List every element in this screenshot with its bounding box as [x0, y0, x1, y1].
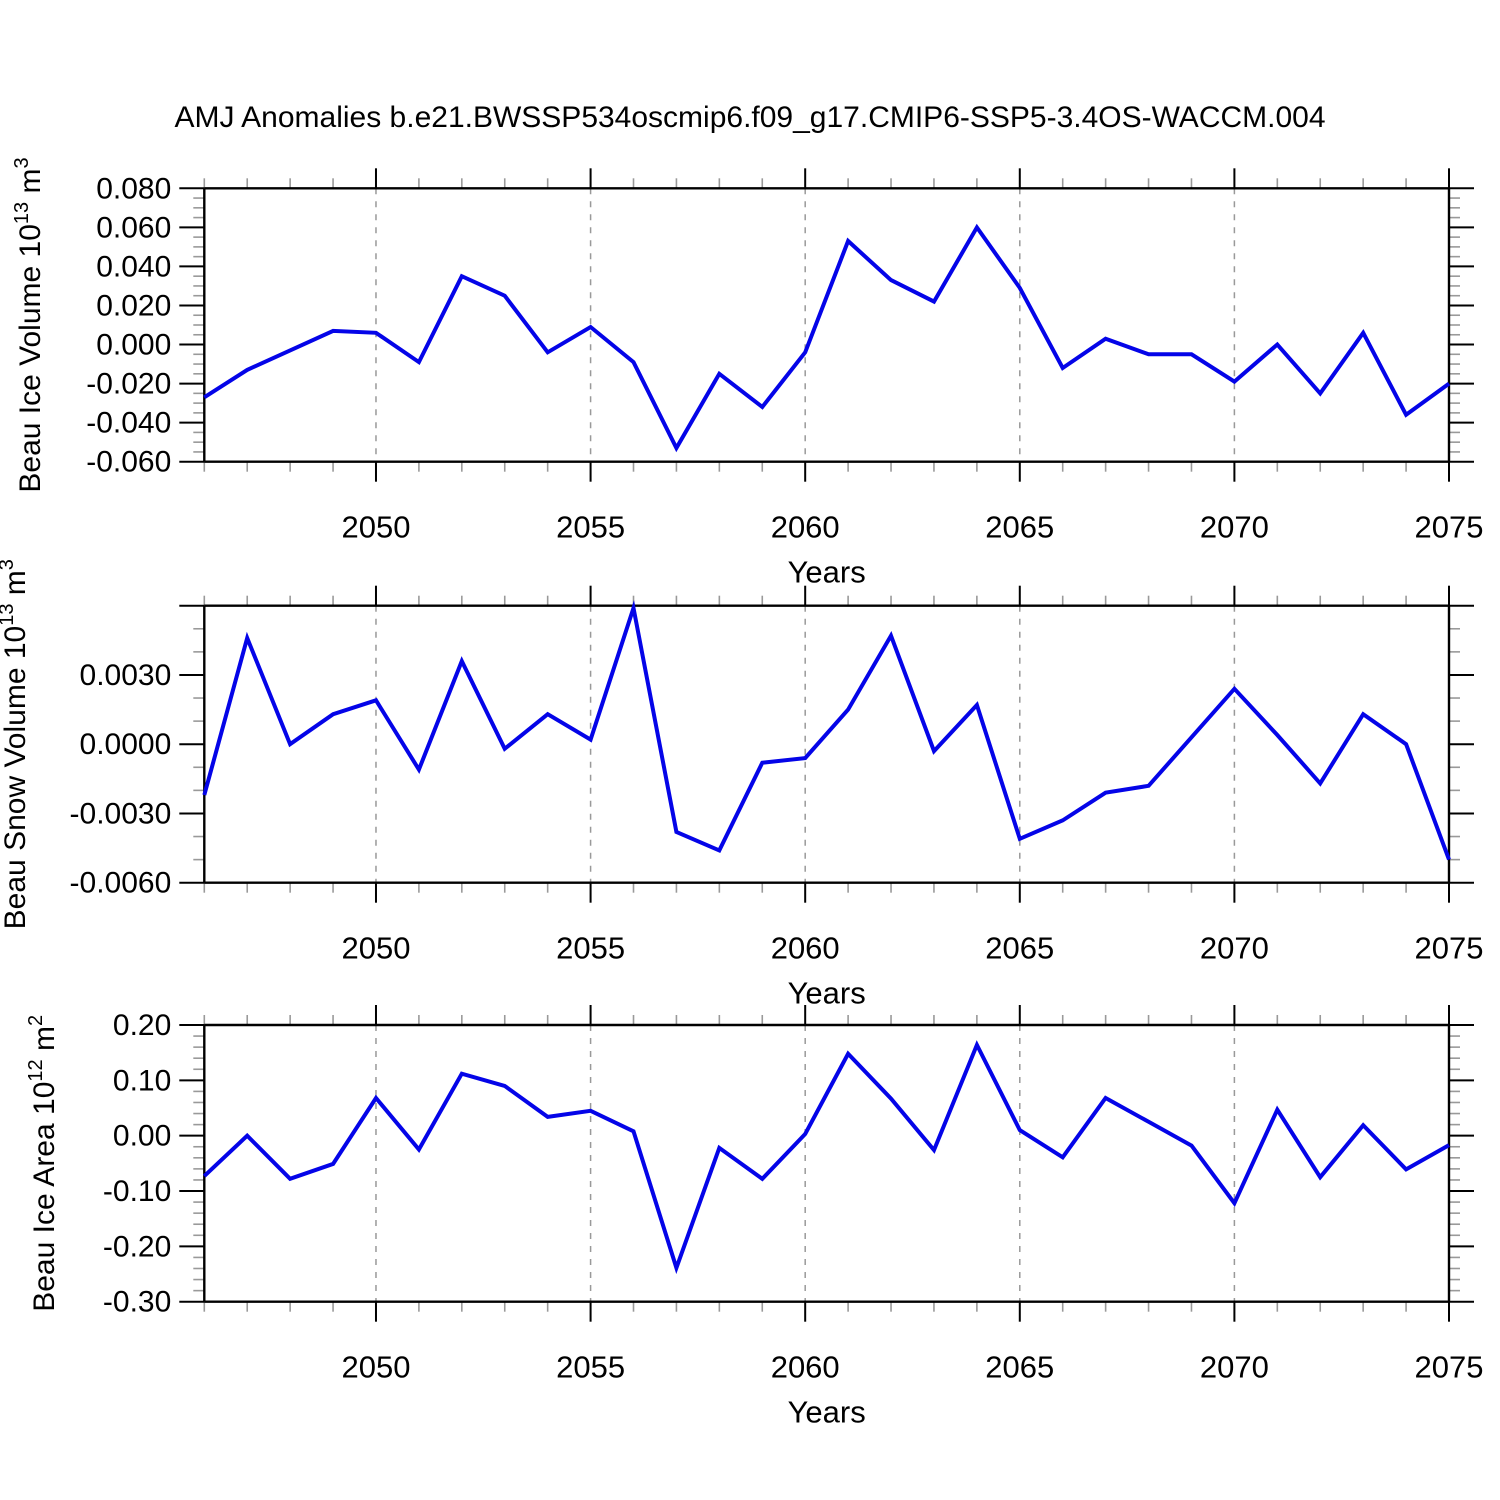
x-tick-label: 2060 [771, 510, 840, 545]
gridlines [375, 605, 1236, 883]
x-tick-label: 2050 [341, 1350, 410, 1385]
x-tick-label: 2055 [556, 1350, 625, 1385]
y-minor-ticks [193, 627, 1460, 861]
gridlines [375, 1025, 1236, 1302]
x-labels: 2050 2055 2060 2065 2070 2075 Years [341, 510, 1483, 590]
x-tick-label: 2065 [985, 510, 1054, 545]
x-ticks [203, 168, 1450, 482]
y-tick-label: -0.30 [103, 1286, 171, 1319]
y-axis-title-sup: 13 [11, 202, 33, 224]
y-major-ticks: 0.0030 0.0000 -0.0030 -0.0060 [70, 604, 1474, 900]
y-axis-title-beau-ice-volume: Beau Ice Volume 1013 m3 [11, 157, 47, 492]
x-tick-label: 2050 [341, 931, 410, 966]
y-tick-label: 0.00 [113, 1120, 171, 1153]
x-tick-label: 2055 [556, 931, 625, 966]
y-major-ticks: 0.080 0.060 0.040 0.020 0.000 -0.020 -0.040 -0.… [86, 172, 1474, 479]
y-axis-title-text: m [14, 169, 47, 202]
y-minor-ticks [193, 1035, 1460, 1292]
x-tick-label: 2075 [1415, 510, 1484, 545]
y-tick-label: -0.060 [86, 446, 171, 479]
spines [203, 187, 1451, 463]
chart-title: AMJ Anomalies b.e21.BWSSP534oscmip6.f09_… [174, 101, 1326, 134]
y-axis-title-text: m [0, 570, 32, 603]
x-tick-label: 2050 [341, 510, 410, 545]
x-tick-label: 2070 [1200, 931, 1269, 966]
beau-ice-area-series-line [202, 1040, 1450, 1275]
spines [203, 1023, 1451, 1303]
y-tick-label: -0.10 [103, 1175, 171, 1208]
y-major-ticks: 0.20 0.10 0.00 -0.10 -0.20 -0.30 [103, 1009, 1474, 1319]
y-tick-label: 0.080 [96, 172, 171, 205]
y-axis-title-sup: 2 [25, 1015, 47, 1026]
y-axis-title-sup: 13 [0, 604, 18, 626]
y-axis-title-text: m [28, 1026, 61, 1059]
x-tick-label: 2075 [1415, 931, 1484, 966]
x-labels: 2050 2055 2060 2065 2070 2075 Years [341, 1350, 1483, 1430]
gridlines [375, 188, 1236, 462]
y-axis-title-text: Beau Ice Volume 10 [14, 224, 47, 493]
y-axis-title-sup: 12 [25, 1059, 47, 1081]
panel-beau-ice-volume: 0.080 0.060 0.040 0.020 0.000 -0.020 -0.040 -0.… [11, 157, 1483, 589]
y-tick-label: 0.020 [96, 289, 171, 322]
y-tick-label: 0.20 [113, 1009, 171, 1042]
x-axis-title: Years [788, 1395, 866, 1430]
x-tick-label: 2060 [771, 1350, 840, 1385]
x-labels: 2050 2055 2060 2065 2070 2075 Years [341, 931, 1483, 1011]
y-minor-ticks [193, 197, 1460, 453]
x-tick-label: 2075 [1415, 1350, 1484, 1385]
x-ticks [203, 585, 1450, 903]
y-tick-label: 0.10 [113, 1064, 171, 1097]
y-tick-label: 0.040 [96, 250, 171, 283]
x-tick-label: 2060 [771, 931, 840, 966]
y-axis-title-text: Beau Snow Volume 10 [0, 626, 32, 930]
y-tick-label: -0.020 [86, 368, 171, 401]
x-tick-label: 2070 [1200, 1350, 1269, 1385]
y-tick-label: -0.0030 [70, 797, 172, 830]
x-tick-label: 2065 [985, 1350, 1054, 1385]
y-tick-label: -0.040 [86, 407, 171, 440]
y-axis-title-sup: 3 [0, 559, 18, 570]
spines [203, 604, 1451, 884]
x-ticks [203, 1005, 1450, 1322]
y-tick-label: 0.060 [96, 211, 171, 244]
y-tick-label: 0.0030 [80, 659, 172, 692]
x-axis-title: Years [788, 976, 866, 1011]
beau-snow-volume-series-line [202, 600, 1451, 861]
x-axis-title: Years [788, 555, 866, 590]
y-axis-title-beau-ice-area: Beau Ice Area 1012 m2 [25, 1015, 61, 1312]
x-tick-label: 2070 [1200, 510, 1269, 545]
x-tick-label: 2055 [556, 510, 625, 545]
y-axis-title-beau-snow-volume: Beau Snow Volume 1013 m3 [0, 559, 32, 929]
x-tick-label: 2065 [985, 931, 1054, 966]
y-tick-label: 0.0000 [80, 728, 172, 761]
y-tick-label: -0.0060 [70, 867, 172, 900]
beau-ice-volume-series-line [203, 223, 1451, 453]
y-tick-label: -0.20 [103, 1230, 171, 1263]
y-tick-label: 0.000 [96, 329, 171, 362]
y-axis-title-sup: 3 [11, 157, 33, 168]
y-axis-title-text: Beau Ice Area 10 [28, 1082, 61, 1312]
